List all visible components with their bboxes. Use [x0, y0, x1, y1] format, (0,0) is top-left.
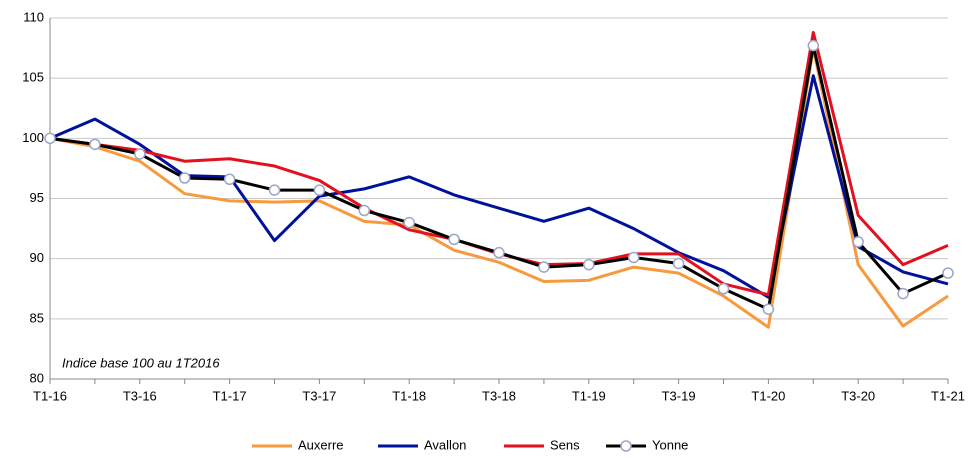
legend-label: Auxerre [298, 437, 344, 452]
y-tick-label: 105 [22, 70, 44, 85]
legend-label: Yonne [652, 437, 688, 452]
point-marker [223, 173, 236, 185]
x-tick-label: T1-18 [392, 388, 426, 403]
y-tick-label: 80 [30, 370, 44, 385]
x-tick-label: T1-17 [213, 388, 247, 403]
y-tick-label: 85 [30, 310, 44, 325]
point-marker [717, 283, 730, 295]
point-marker [942, 267, 954, 279]
x-tick-label: T1-20 [751, 388, 785, 403]
point-marker [807, 39, 820, 52]
x-tick-label: T3-16 [123, 388, 157, 403]
x-tick-label: T3-18 [482, 388, 516, 403]
series-line [49, 74, 949, 299]
series-line [49, 46, 949, 329]
point-marker [178, 172, 191, 184]
x-tick-label: T1-19 [572, 388, 606, 403]
point-marker [672, 257, 685, 270]
legend-marker [620, 440, 632, 452]
y-tick-label: 100 [22, 130, 44, 145]
point-marker [897, 287, 909, 300]
x-tick-label: T3-17 [302, 388, 336, 403]
point-marker [448, 233, 460, 246]
x-tick-label: T1-16 [33, 388, 67, 403]
point-marker [762, 303, 775, 315]
point-marker [89, 138, 101, 151]
y-tick-label: 110 [23, 9, 44, 24]
point-marker [627, 251, 640, 264]
point-marker [538, 261, 550, 273]
annotation: Indice base 100 au 1T2016 [62, 355, 220, 370]
legend-label: Sens [550, 437, 580, 452]
x-tick-label: T3-19 [662, 388, 696, 403]
point-marker [134, 148, 146, 160]
point-marker [268, 184, 281, 196]
point-marker [403, 216, 415, 229]
x-tick-label: T1-21 [931, 388, 965, 403]
y-tick-label: 90 [30, 250, 44, 265]
point-marker [358, 204, 371, 217]
legend-label: Avallon [424, 437, 466, 452]
point-marker [313, 184, 326, 196]
point-marker [583, 258, 595, 271]
x-tick-label: T3-20 [841, 388, 875, 403]
y-tick-label: 95 [30, 190, 44, 205]
point-marker [852, 236, 864, 248]
point-marker [493, 246, 505, 259]
point-marker [44, 132, 56, 145]
